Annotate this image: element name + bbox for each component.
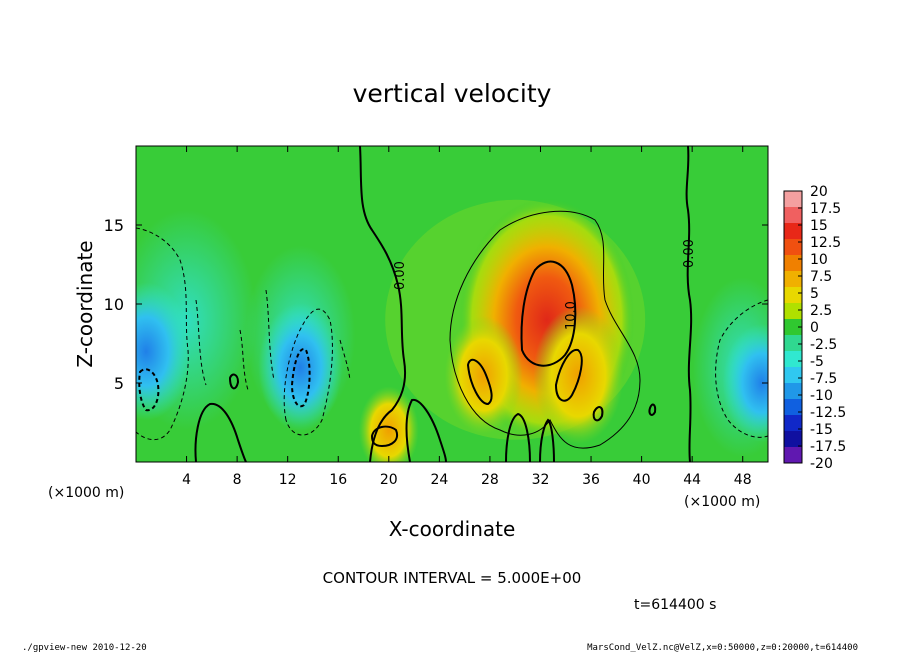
- x-tick-label-9: 40: [633, 472, 651, 488]
- small-contour-c: [592, 406, 604, 422]
- neg-contour-streak-2: [239, 329, 249, 391]
- x-unit-label-left: (×1000 m): [48, 485, 124, 501]
- colorbar-label-11: -7.5: [810, 371, 837, 387]
- colorbar-label-4: 10: [810, 252, 828, 268]
- negative-contours: [136, 227, 768, 441]
- ten-contour-right-lobe: [554, 348, 583, 402]
- colorbar-label-0: 20: [810, 184, 828, 200]
- colorbar-label-10: -5: [810, 354, 824, 370]
- colorbar-label-2: 15: [810, 218, 828, 234]
- x-tick-label-11: 48: [734, 472, 752, 488]
- neg-contour-streak-4: [339, 339, 351, 381]
- y-axis-label: Z-coordinate: [73, 240, 97, 367]
- small-contour-a: [370, 425, 398, 448]
- colorbar-swatch-0: [784, 191, 802, 208]
- zero-contour-left: [359, 146, 406, 462]
- colorbar-swatch-9: [784, 335, 802, 352]
- bottom-contour-2: [405, 398, 447, 462]
- contour-interval-label: CONTOUR INTERVAL = 5.000E+00: [323, 569, 582, 587]
- contour-label-zero-right: 0.00: [682, 239, 697, 268]
- bottom-contour-3: [505, 412, 531, 462]
- y-tick-label-2: 15: [104, 216, 124, 235]
- x-tick-label-4: 20: [380, 472, 398, 488]
- updraft-cell-2: [533, 306, 624, 445]
- colorbar: 2017.51512.5107.552.50-2.5-5-7.5-10-12.5…: [783, 184, 846, 472]
- footer-left: ./gpview-new 2010-12-20: [22, 643, 147, 653]
- downdraft-cell-5: [258, 303, 343, 432]
- contour-lines: [194, 146, 693, 462]
- colorbar-swatch-1: [784, 207, 802, 224]
- colorbar-label-7: 2.5: [810, 303, 832, 319]
- field-features: [136, 197, 768, 462]
- colorbar-label-1: 17.5: [810, 201, 841, 217]
- x-tick-label-7: 32: [532, 472, 550, 488]
- colorbar-swatch-3: [784, 239, 802, 256]
- colorbar-swatch-8: [784, 319, 802, 336]
- colorbar-swatch-2: [784, 223, 802, 240]
- bottom-contour-4: [539, 418, 555, 462]
- colorbar-label-8: 0: [810, 320, 819, 336]
- x-tick-label-8: 36: [582, 472, 600, 488]
- colorbar-swatch-15: [784, 431, 802, 448]
- neg-contour-left-inner: [138, 368, 160, 412]
- neg-contour-streak-3: [265, 289, 275, 381]
- neg-contour-mid-inner: [290, 348, 311, 408]
- x-tick-label-1: 8: [233, 472, 242, 488]
- colorbar-swatch-10: [784, 351, 802, 368]
- colorbar-label-3: 12.5: [810, 235, 841, 251]
- colorbar-swatch-6: [784, 287, 802, 304]
- x-axis-label: X-coordinate: [389, 517, 516, 541]
- small-contour-b: [228, 373, 240, 390]
- updraft-cell-1: [444, 316, 523, 435]
- neg-contour-right: [715, 299, 768, 438]
- colorbar-label-14: -15: [810, 422, 833, 438]
- x-tick-label-10: 44: [683, 472, 701, 488]
- small-contour-d: [648, 403, 657, 416]
- x-tick-label-5: 24: [430, 472, 448, 488]
- x-unit-label-right: (×1000 m): [684, 494, 760, 510]
- plot-field: 0.00 0.00 10.0: [136, 146, 768, 462]
- footer-right: MarsCond_VelZ.nc@VelZ,x=0:50000,z=0:2000…: [587, 643, 858, 653]
- neg-contour-mid: [283, 308, 333, 436]
- x-tick-label-6: 28: [481, 472, 499, 488]
- ten-contour-left-lobe: [466, 358, 493, 406]
- colorbar-swatch-14: [784, 415, 802, 432]
- colorbar-swatch-4: [784, 255, 802, 272]
- x-tick-label-3: 16: [329, 472, 347, 488]
- colorbar-label-9: -2.5: [810, 337, 837, 353]
- colorbar-swatch-16: [784, 447, 802, 464]
- colorbar-swatch-5: [784, 271, 802, 288]
- downdraft-cell-6: [722, 324, 768, 442]
- contour-label-zero-left: 0.00: [393, 261, 408, 290]
- downdraft-cell-4: [136, 282, 192, 421]
- colorbar-label-15: -17.5: [810, 439, 846, 455]
- colorbar-swatch-13: [784, 399, 802, 416]
- colorbar-label-6: 5: [810, 286, 819, 302]
- ten-contour-core: [520, 260, 577, 367]
- contour-label-ten: 10.0: [564, 301, 579, 330]
- contour-label-group: 0.00 0.00 10.0: [393, 239, 697, 330]
- x-tick-label-0: 4: [182, 472, 191, 488]
- colorbar-label-12: -10: [810, 388, 833, 404]
- colorbar-label-13: -12.5: [810, 405, 846, 421]
- neg-contour-streak-1: [195, 299, 207, 386]
- colorbar-swatch-7: [784, 303, 802, 320]
- x-tick-label-2: 12: [279, 472, 297, 488]
- bottom-contour-1: [194, 402, 247, 462]
- x-axis-ticks: 4 8 12 16 20 24 28 32 36 40 44 48: [182, 146, 752, 488]
- five-contour-main: [449, 210, 641, 449]
- colorbar-swatch-11: [784, 367, 802, 384]
- y-tick-label-0: 5: [114, 374, 124, 393]
- zero-contour-right: [685, 146, 693, 462]
- time-label: t=614400 s: [634, 597, 716, 613]
- colorbar-label-16: -20: [810, 456, 833, 472]
- colorbar-label-5: 7.5: [810, 269, 832, 285]
- y-tick-label-1: 10: [104, 295, 124, 314]
- y-axis-ticks: 5 10 15: [104, 216, 768, 393]
- colorbar-swatch-12: [784, 383, 802, 400]
- neg-contour-left: [136, 227, 189, 441]
- chart-title: vertical velocity: [353, 79, 552, 108]
